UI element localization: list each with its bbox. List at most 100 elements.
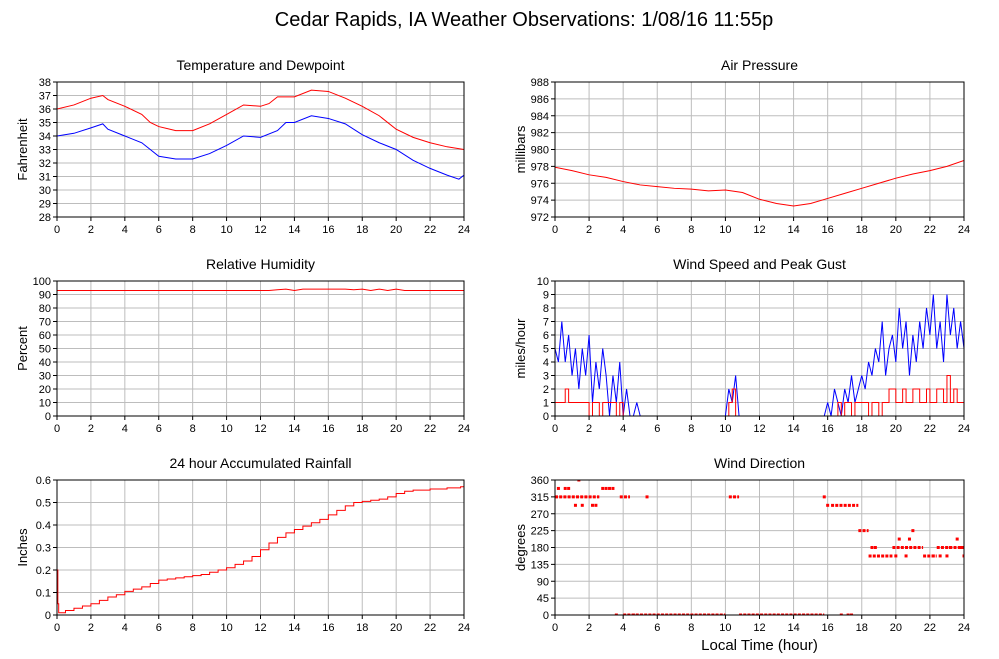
x-tick-label: 0 bbox=[54, 423, 60, 435]
x-tick-label: 20 bbox=[890, 423, 902, 435]
direction-point bbox=[556, 486, 560, 490]
chart-title: 24 hour Accumulated Rainfall bbox=[169, 455, 351, 471]
y-tick-label: 980 bbox=[531, 145, 549, 157]
y-tick-label: 0 bbox=[45, 610, 51, 622]
y-tick-label: 40 bbox=[39, 357, 51, 369]
chart-title: Relative Humidity bbox=[206, 256, 315, 272]
x-tick-label: 24 bbox=[958, 423, 970, 435]
x-tick-label: 2 bbox=[88, 423, 94, 435]
y-tick-label: 0.6 bbox=[36, 475, 51, 487]
x-tick-label: 14 bbox=[787, 224, 799, 236]
x-tick-label: 12 bbox=[254, 224, 266, 236]
y-tick-label: 60 bbox=[39, 330, 51, 342]
x-tick-label: 20 bbox=[390, 423, 402, 435]
x-tick-label: 8 bbox=[190, 224, 196, 236]
y-tick-label: 100 bbox=[33, 276, 51, 288]
y-tick-label: 4 bbox=[543, 357, 549, 369]
x-tick-label: 0 bbox=[552, 224, 558, 236]
direction-point bbox=[873, 546, 877, 549]
x-tick-label: 12 bbox=[254, 423, 266, 435]
x-tick-label: 4 bbox=[620, 622, 626, 634]
x-tick-label: 14 bbox=[288, 423, 300, 435]
direction-point bbox=[948, 546, 952, 549]
direction-point bbox=[567, 486, 571, 490]
plot-area bbox=[555, 294, 964, 416]
chart-frame bbox=[554, 280, 965, 417]
x-tick-label: 14 bbox=[288, 224, 300, 236]
direction-point bbox=[959, 546, 963, 549]
direction-point bbox=[645, 495, 649, 499]
direction-point bbox=[631, 613, 635, 615]
y-tick-label: 9 bbox=[543, 290, 549, 302]
y-tick-label: 2 bbox=[543, 384, 549, 396]
y-tick-label: 36 bbox=[39, 104, 51, 116]
x-tick-label: 2 bbox=[586, 423, 592, 435]
y-tick-label: 5 bbox=[543, 344, 549, 356]
y-tick-label: 1 bbox=[543, 398, 549, 410]
y-tick-label: 972 bbox=[531, 212, 549, 224]
direction-point bbox=[850, 613, 854, 615]
y-tick-label: 270 bbox=[531, 509, 549, 521]
direction-point bbox=[594, 503, 598, 507]
direction-point bbox=[955, 537, 959, 541]
plot-area bbox=[555, 480, 964, 615]
y-tick-label: 10 bbox=[537, 276, 549, 288]
x-tick-label: 4 bbox=[122, 423, 128, 435]
y-tick-label: 28 bbox=[39, 212, 51, 224]
direction-point bbox=[614, 613, 618, 615]
x-tick-label: 24 bbox=[458, 224, 470, 236]
x-tick-label: 6 bbox=[654, 224, 660, 236]
direction-point bbox=[911, 529, 915, 533]
x-tick-label: 0 bbox=[552, 423, 558, 435]
y-tick-label: 34 bbox=[39, 131, 51, 143]
x-tick-label: 6 bbox=[156, 224, 162, 236]
x-tick-label: 22 bbox=[424, 224, 436, 236]
series-line-0 bbox=[57, 486, 464, 614]
y-tick-label: 0.2 bbox=[36, 565, 51, 577]
direction-point bbox=[938, 554, 942, 558]
x-tick-label: 18 bbox=[856, 224, 868, 236]
x-tick-label: 18 bbox=[356, 423, 368, 435]
chart-title: Wind Speed and Peak Gust bbox=[673, 256, 846, 272]
plot-area bbox=[57, 486, 464, 614]
x-tick-label: 22 bbox=[924, 224, 936, 236]
x-tick-label: 18 bbox=[356, 622, 368, 634]
x-tick-label: 22 bbox=[424, 423, 436, 435]
x-tick-label: 10 bbox=[719, 224, 731, 236]
y-tick-label: 0.3 bbox=[36, 543, 51, 555]
y-tick-label: 70 bbox=[39, 317, 51, 329]
direction-point bbox=[563, 486, 567, 490]
y-tick-label: 35 bbox=[39, 118, 51, 130]
x-tick-label: 22 bbox=[424, 622, 436, 634]
y-tick-label: 38 bbox=[39, 77, 51, 89]
y-tick-label: 982 bbox=[531, 128, 549, 140]
chart-frame bbox=[56, 479, 465, 616]
x-tick-label: 16 bbox=[322, 622, 334, 634]
y-tick-label: 988 bbox=[531, 77, 549, 89]
series-line-1 bbox=[57, 115, 464, 180]
y-tick-label: 32 bbox=[39, 158, 51, 170]
y-axis-label: Fahrenheit bbox=[15, 118, 30, 181]
y-axis-label: Percent bbox=[15, 326, 30, 371]
x-tick-label: 4 bbox=[620, 423, 626, 435]
direction-point bbox=[904, 554, 908, 558]
y-tick-label: 180 bbox=[531, 543, 549, 555]
direction-point bbox=[945, 554, 949, 558]
x-tick-label: 24 bbox=[458, 622, 470, 634]
y-tick-label: 0 bbox=[543, 610, 549, 622]
x-tick-label: 8 bbox=[688, 224, 694, 236]
x-tick-label: 6 bbox=[156, 423, 162, 435]
y-tick-label: 315 bbox=[531, 492, 549, 504]
direction-point bbox=[608, 486, 612, 490]
direction-point bbox=[907, 537, 911, 541]
y-tick-label: 31 bbox=[39, 172, 51, 184]
direction-point bbox=[580, 503, 584, 507]
x-tick-label: 14 bbox=[288, 622, 300, 634]
x-tick-label: 16 bbox=[822, 224, 834, 236]
series-line-0 bbox=[57, 288, 464, 291]
